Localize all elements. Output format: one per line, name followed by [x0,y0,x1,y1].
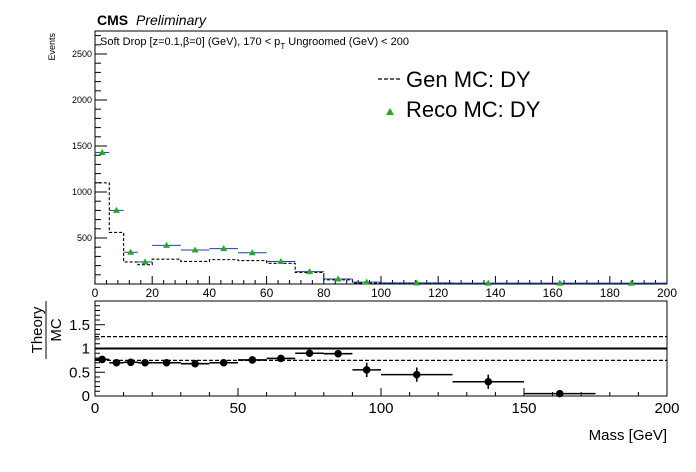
ratio-reference-lines [95,336,667,361]
title-part-pre: Soft Drop [z=0.1, [100,36,183,48]
reco-mc-points [95,148,667,286]
reco-mc-point [363,278,371,285]
top-y-tick-label: 2500 [72,49,92,59]
top-plot-frame [94,30,668,285]
top-y-tick-label: 500 [77,233,92,243]
status-label: Preliminary [136,12,207,28]
title-part-mid: =0] (GeV), 170 < p [189,36,280,48]
top-y-tick-label: 1500 [72,141,92,151]
top-x-tick-label: 180 [600,286,620,300]
top-y-tick-label: 2000 [72,95,92,105]
bottom-y-tick-label: 0 [82,388,90,405]
top-x-tick-label: 140 [485,286,505,300]
bottom-x-axis-label: Mass [GeV] [589,427,667,444]
ratio-point [162,358,171,367]
bottom-y-tick-label: 0.5 [69,364,90,381]
ratio-point [98,355,106,364]
reco-mc-point [484,279,492,286]
top-x-tick-label: 120 [428,286,448,300]
ratio-point [305,349,314,358]
experiment-label: CMS [97,12,128,28]
top-y-axis-label: Events [47,33,57,61]
title-part-sub: T [280,42,285,51]
top-x-tick-label: 60 [260,286,274,300]
reco-mc-point [98,148,106,155]
top-x-tick-label: 160 [543,286,563,300]
reco-mc-point [627,279,635,286]
top-x-tick-label: 100 [371,286,391,300]
bottom-y-tick-label: 1 [82,341,90,358]
bottom-x-tick-label: 100 [368,400,393,417]
ratio-point [248,356,257,364]
ratio-point [334,349,342,358]
reco-mc-point [334,275,342,282]
top-x-tick-label: 80 [317,286,331,300]
legend-reco-label: Reco MC: DY [406,97,541,122]
reco-mc-point [248,249,256,256]
gen-mc-histogram [94,182,667,285]
top-plot-title: Soft Drop [z=0.1,β=0] (GeV), 170 < pT Un… [100,36,409,51]
reco-mc-point [141,258,149,265]
bottom-y-tick-label: 1.5 [69,317,90,334]
bottom-x-tick-label: 200 [654,400,679,417]
top-x-tick-label: 20 [146,286,160,300]
gen-mc-step-line [94,182,667,285]
ratio-point [484,377,493,386]
reco-mc-point [191,246,199,253]
reco-mc-point [556,279,564,286]
ratio-point [126,358,135,367]
legend: Gen MC: DY Reco MC: DY [378,67,541,122]
ratio-point [112,358,121,367]
ratio-point [362,366,371,374]
ratio-point [277,354,285,363]
reco-mc-point [112,206,120,213]
ratio-point [412,370,421,379]
ratio-label-numerator: Theory [29,306,46,353]
bottom-x-tick-label: 50 [230,400,247,417]
ratio-points [95,349,596,398]
top-axes: 0 20 40 60 80 100 120 140 160 180 200 500 1000 1500 20… [72,35,677,300]
top-x-tick-label: 200 [657,286,677,300]
reco-mc-point [413,279,421,286]
top-y-tick-label: 1000 [72,187,92,197]
bottom-x-tick-label: 0 [91,400,99,417]
top-x-tick-label: 40 [203,286,217,300]
ratio-point [191,359,199,368]
reco-mc-point [163,241,170,248]
legend-gen-label: Gen MC: DY [406,67,531,92]
ratio-point [555,389,564,398]
bottom-x-tick-label: 150 [511,400,536,417]
reco-mc-point [127,248,135,255]
title-part-beta: β [183,36,189,48]
reco-mc-point [306,268,313,275]
legend-reco-marker [386,108,394,115]
ratio-point [141,358,149,367]
reco-mc-point [220,245,228,252]
ratio-point [219,358,228,367]
bottom-y-axis-label: Theory MC [29,301,65,359]
title-part-post: Ungroomed (GeV) < 200 [285,36,409,48]
bottom-axes: 0 50 100 150 200 0 0.5 1 1.5 [69,305,680,417]
reco-mc-point [277,257,285,264]
ratio-label-denominator: MC [48,318,65,341]
top-x-tick-label: 0 [92,286,99,300]
